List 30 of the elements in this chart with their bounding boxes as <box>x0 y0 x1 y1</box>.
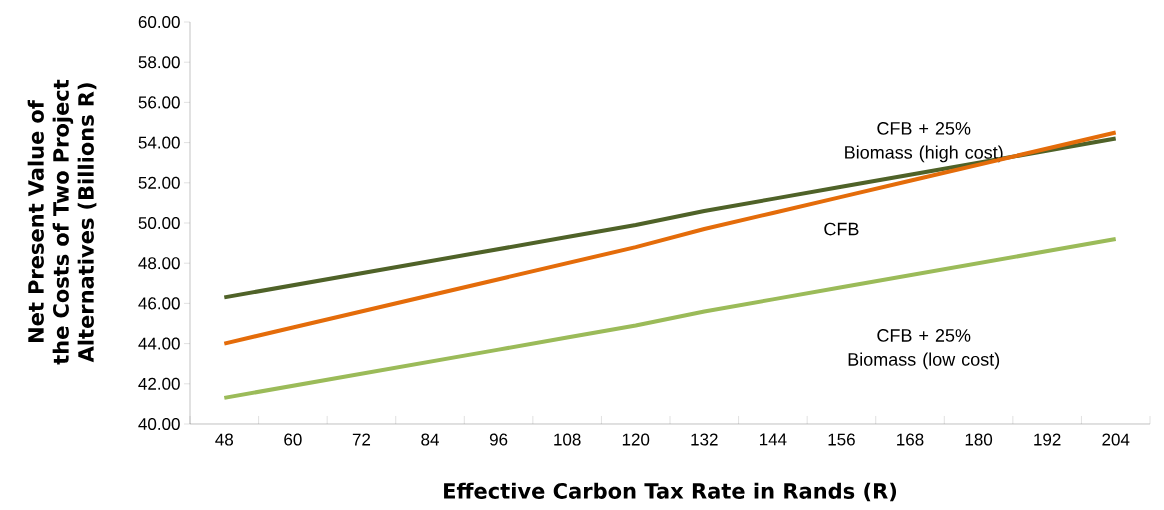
x-tick-label: 60 <box>284 433 302 446</box>
x-tick-label: 180 <box>965 433 993 446</box>
y-tick-label: 56.00 <box>138 96 180 109</box>
y-tick-label: 50.00 <box>138 216 180 230</box>
y-tick-label: 42.00 <box>138 377 180 390</box>
series-label: CFB <box>824 222 859 236</box>
x-tick-label: 120 <box>622 433 650 446</box>
y-tick-label: 52.00 <box>138 176 180 189</box>
series-label: CFB + 25% Biomass (high cost) <box>845 122 1003 163</box>
x-tick-label: 48 <box>215 433 234 446</box>
x-tick-label: 132 <box>691 433 718 446</box>
y-tick-label: 54.00 <box>138 136 180 149</box>
x-axis-title: Effective Carbon Tax Rate in Rands (R) <box>444 482 897 502</box>
x-tick-label: 144 <box>759 433 787 446</box>
y-tick-label: 44.00 <box>138 337 180 350</box>
y-tick-label: 48.00 <box>138 257 180 270</box>
y-tick-label: 58.00 <box>138 56 180 69</box>
x-tick-label: 96 <box>489 433 508 446</box>
y-tick-label: 40.00 <box>138 417 180 431</box>
text: CFB + 25% Biomass (low cost) <box>848 329 1000 370</box>
y-tick-label: 60.00 <box>138 15 180 29</box>
x-tick-label: 72 <box>352 433 371 446</box>
x-tick-label: 168 <box>897 433 924 446</box>
x-tick-label: 156 <box>828 433 855 446</box>
x-tick-label: 84 <box>421 433 439 446</box>
x-tick-label: 204 <box>1102 433 1130 446</box>
y-tick-label: 46.00 <box>138 297 180 310</box>
x-tick-label: 108 <box>554 433 581 446</box>
y-axis-title: Net Present Value of the Costs of Two Project Alternatives (Billions R) <box>27 79 97 365</box>
x-tick-label: 192 <box>1034 433 1061 446</box>
